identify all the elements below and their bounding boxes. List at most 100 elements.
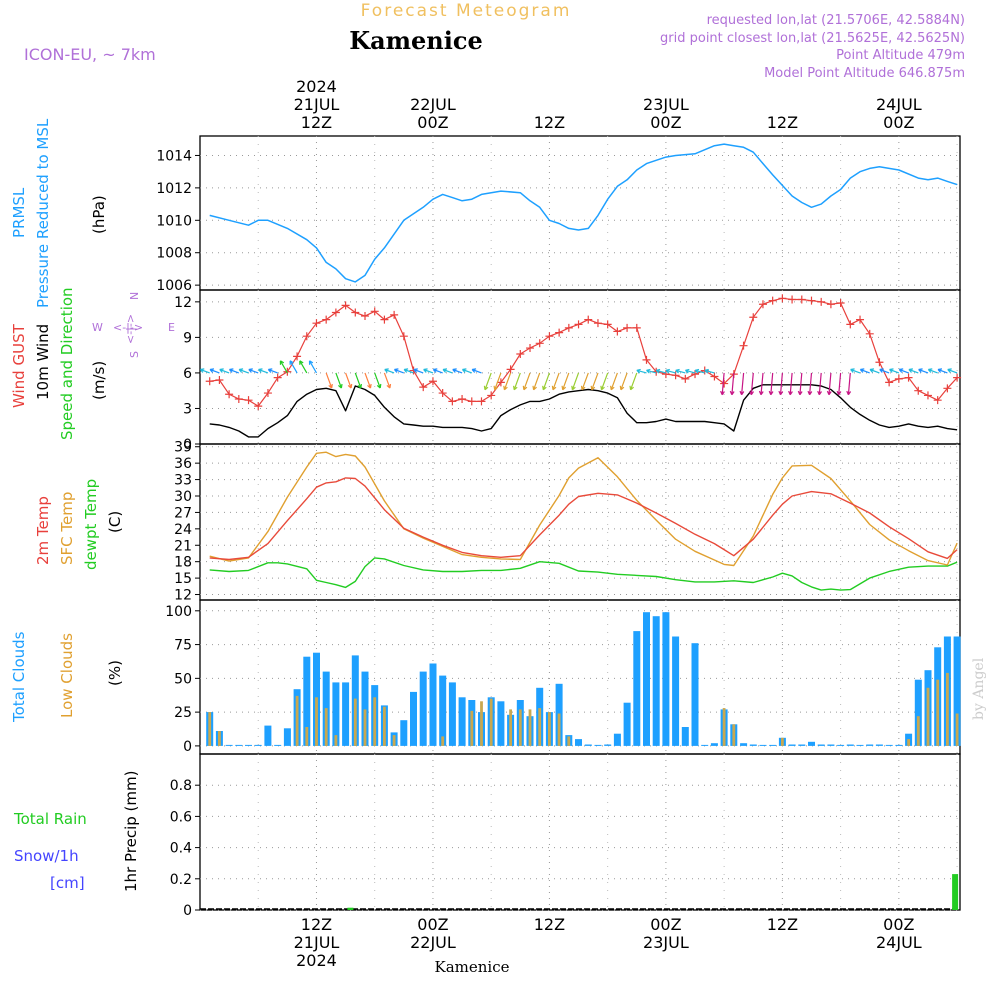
wind-direction-arrow: [413, 368, 424, 374]
wind-direction-arrow: [571, 372, 580, 391]
wind-direction-arrow: [199, 368, 210, 374]
gust-point: [758, 300, 767, 309]
bottom-time-label: 12Z: [301, 915, 332, 934]
gust-point: [263, 389, 272, 398]
compass-south: S: [128, 351, 141, 358]
compass-north: N: [128, 292, 141, 300]
gust-point: [302, 332, 311, 341]
pressure-label-2: Pressure Reduced to MSL: [34, 118, 52, 308]
wind-direction-arrow: [461, 368, 473, 374]
total-cloud-bar: [749, 744, 757, 746]
wind-direction-arrow: [850, 368, 861, 374]
total-cloud-bar: [953, 636, 961, 746]
wind-direction-arrow: [665, 368, 676, 374]
wind-direction-arrow: [610, 372, 618, 391]
temp-unit: (C): [106, 511, 124, 533]
point-altitude: Point Altitude 479m: [836, 48, 965, 63]
precipitation-frame: [199, 753, 961, 911]
temperature-ytick-label: 18: [174, 555, 192, 571]
wind-direction-arrow: [248, 368, 259, 374]
wind-direction-arrow: [619, 372, 628, 391]
low-cloud-bar: [557, 713, 561, 746]
low-cloud-bar: [781, 737, 784, 746]
compass-west: W: [92, 321, 103, 334]
wind-direction-arrow: [869, 368, 880, 374]
gust-point: [399, 332, 408, 341]
wind10m-label: 10m Wind: [34, 324, 52, 400]
wind-direction-arrow: [655, 368, 667, 374]
low-cloud-bar: [373, 697, 377, 746]
gust-point: [293, 352, 302, 361]
total-cloud-bar: [575, 739, 582, 746]
gust-point: [836, 299, 845, 308]
wind-direction-arrow: [889, 368, 900, 374]
gust-point: [438, 389, 447, 398]
precipitation-panel: 0 0.2 0.4 0.6 0.8: [170, 753, 961, 919]
pressure-ytick-label: 1012: [156, 181, 192, 197]
compass-ns-arrows: <-|->: [124, 314, 137, 344]
gust-point: [885, 378, 894, 387]
low-cloud-bar: [518, 709, 522, 746]
gust-point: [506, 365, 515, 374]
panel-side-labels: PRMSL Pressure Reduced to MSL (hPa) Wind…: [10, 118, 140, 892]
wind-direction-arrow: [228, 368, 240, 374]
low-cloud-bar: [470, 710, 474, 746]
bottom-time-label: 12Z: [767, 915, 798, 934]
pressure-label-1: PRMSL: [10, 187, 28, 238]
wind-direction-arrow: [279, 360, 288, 374]
total-cloud-bar: [623, 702, 631, 746]
gust-point: [788, 295, 797, 304]
product-title: Forecast Meteogram: [361, 1, 572, 21]
wind-dir-label: Speed and Direction: [58, 287, 76, 440]
total-cloud-bar: [419, 671, 427, 746]
gust-point: [535, 339, 544, 348]
wind-ytick-label: 9: [183, 330, 192, 346]
wind-direction-arrow: [423, 368, 434, 374]
gust-point: [749, 313, 758, 322]
wind-direction-arrow: [364, 372, 372, 389]
pressure-ytick-label: 1014: [156, 148, 192, 164]
gust-point: [603, 320, 612, 329]
rain-label: Total Rain: [13, 810, 87, 828]
wind-direction-arrow: [918, 368, 929, 374]
gust-point: [448, 397, 457, 406]
dewpt-line: [209, 557, 958, 591]
total-cloud-bar: [895, 744, 903, 746]
low-cloud-bar: [383, 706, 386, 746]
wind-direction-arrow: [335, 372, 343, 389]
clouds-ytick-label: 0: [183, 739, 192, 755]
wind-direction-arrow: [384, 368, 395, 374]
t2m-line: [209, 477, 958, 561]
wind-ytick-label: 6: [183, 366, 192, 382]
low-cloud-bar: [489, 698, 493, 746]
wind-direction-arrow: [289, 360, 298, 374]
precipitation-ytick-label: 0.4: [170, 841, 192, 857]
total-cloud-bar: [885, 744, 893, 746]
gust-point: [691, 370, 700, 379]
wind-direction-arrow: [768, 372, 774, 396]
wind-direction-arrow: [493, 372, 502, 391]
requested-coords: requested lon,lat (21.5706E, 42.5884N): [707, 13, 965, 28]
gust-point: [739, 341, 748, 350]
wind-direction-arrow: [219, 368, 230, 374]
total-cloud-bar: [837, 744, 845, 746]
precipitation-ytick-label: 0.8: [170, 778, 192, 794]
wind-direction-arrow: [739, 372, 745, 396]
gust-point: [545, 332, 554, 341]
wind-direction-arrow: [636, 368, 647, 374]
pressure-ytick-label: 1010: [156, 213, 192, 229]
wind-direction-arrow: [267, 368, 278, 374]
wind-direction-arrow: [937, 368, 948, 374]
gust-point: [516, 349, 525, 358]
low-cloud-bar: [722, 708, 726, 746]
wind-direction-arrow: [797, 372, 803, 396]
low-clouds-label: Low Clouds: [58, 633, 76, 718]
gust-label: Wind GUST: [10, 323, 28, 408]
wind-direction-arrow: [452, 368, 463, 374]
gust-point: [467, 397, 476, 406]
total-cloud-bar: [681, 727, 689, 746]
gust-point: [361, 312, 370, 321]
total-cloud-bar: [342, 682, 350, 746]
gust-point: [351, 308, 360, 317]
